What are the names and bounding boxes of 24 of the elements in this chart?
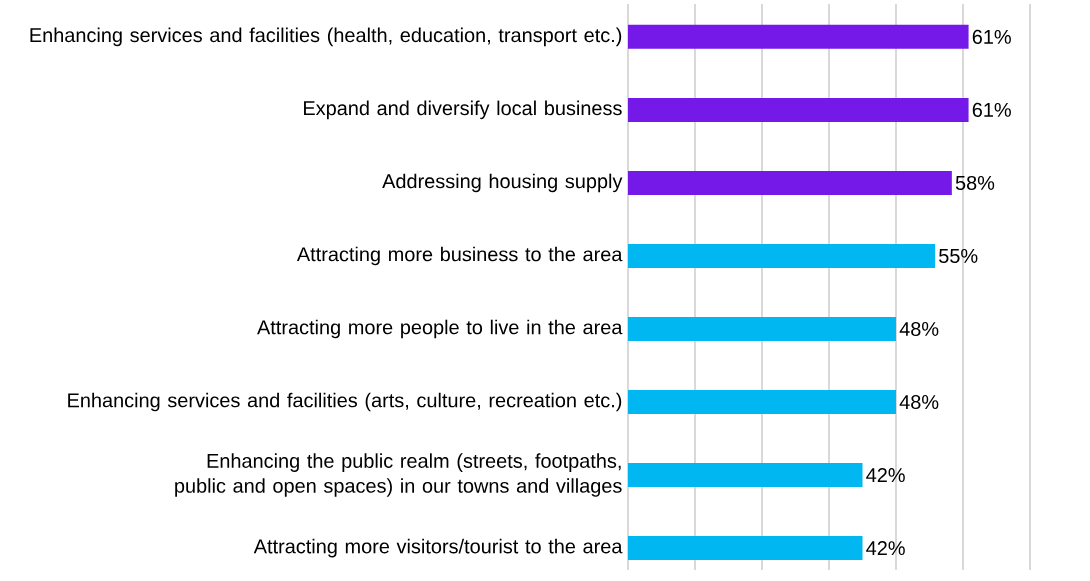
data-label: 42%	[866, 541, 905, 556]
bar	[628, 244, 936, 269]
data-label: 42%	[866, 468, 905, 483]
y-tick-label: Enhancing the public realm (streets, footpaths, public and open spaces) in our towns and villages	[175, 453, 622, 497]
bar	[628, 171, 952, 196]
data-label: 61%	[972, 29, 1011, 44]
y-tick-label: Attracting more people to live in the area	[257, 319, 623, 339]
bar	[628, 463, 863, 488]
y-tick-label: Enhancing services and facilities (arts, culture, recreation etc.)	[68, 392, 622, 412]
y-tick-label: Attracting more visitors/tourist to the area	[253, 538, 623, 558]
data-label: 48%	[899, 322, 939, 337]
data-label: 61%	[972, 102, 1011, 118]
y-tick-label: Attracting more business to the area	[296, 246, 623, 266]
y-tick-label: Addressing housing supply	[382, 173, 623, 193]
data-label: 55%	[939, 249, 978, 264]
bar	[628, 390, 896, 415]
data-label: 58%	[955, 175, 995, 191]
bar	[628, 536, 863, 561]
y-tick-label: Enhancing services and facilities (health, education, transport etc.)	[30, 27, 622, 47]
data-label: 48%	[899, 395, 939, 410]
y-tick-label: Expand and diversify local business	[304, 100, 622, 120]
bar	[628, 97, 969, 122]
bar	[628, 317, 896, 342]
bar	[628, 24, 969, 49]
